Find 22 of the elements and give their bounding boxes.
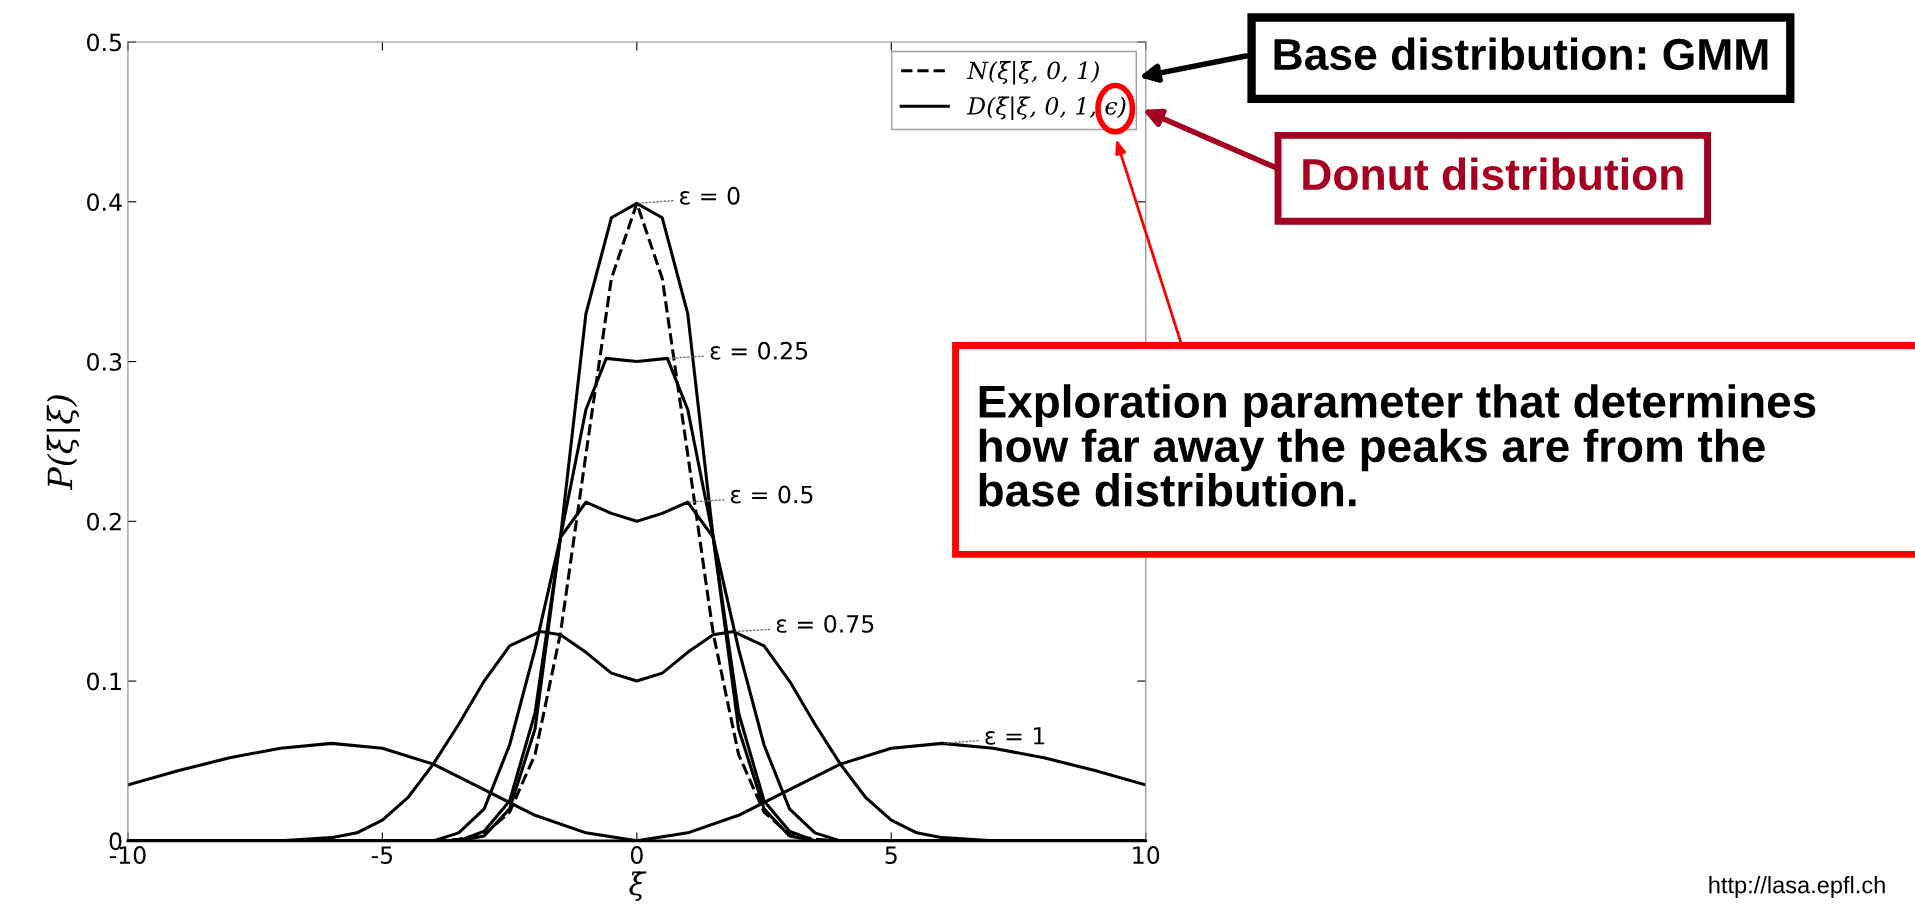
x-tick-label: -5 [371, 846, 393, 864]
x-tick-label: 0 [630, 846, 643, 864]
text: http://lasa.epfl.ch [1709, 876, 1885, 899]
legend-label: N(ξ̇|ξ, 0, 1) [966, 60, 1099, 85]
annotation: ε = 0 [680, 186, 740, 205]
y-tick-label: 0.4 [87, 193, 122, 212]
y-axis-title: P(ξ̇|ξ) [46, 395, 80, 491]
text: Base distribution: GMM [1274, 37, 1768, 71]
annotation: ε = 0.5 [730, 485, 813, 504]
text: Donut distribution [1303, 157, 1683, 191]
x-tick-label: 5 [885, 846, 897, 864]
y-tick-label: 0.5 [87, 33, 121, 52]
annotation: ε = 1 [985, 727, 1045, 745]
annotation: ε = 0.75 [776, 614, 874, 633]
y-tick-label: 0.1 [87, 672, 121, 691]
y-tick-label: 0.3 [87, 353, 122, 371]
annotation: ε = 0.25 [710, 341, 808, 360]
legend-label: D(ξ̇|ξ, 0, 1, ϵ) [966, 96, 1126, 121]
x-tick-label: 10 [1133, 846, 1160, 864]
x-axis-title: ξ̇ [629, 871, 647, 902]
y-tick-label: 0.2 [87, 512, 121, 531]
annotation: Exploration parameter that determines how far away the peaks are from the base distribution. [979, 384, 1816, 507]
